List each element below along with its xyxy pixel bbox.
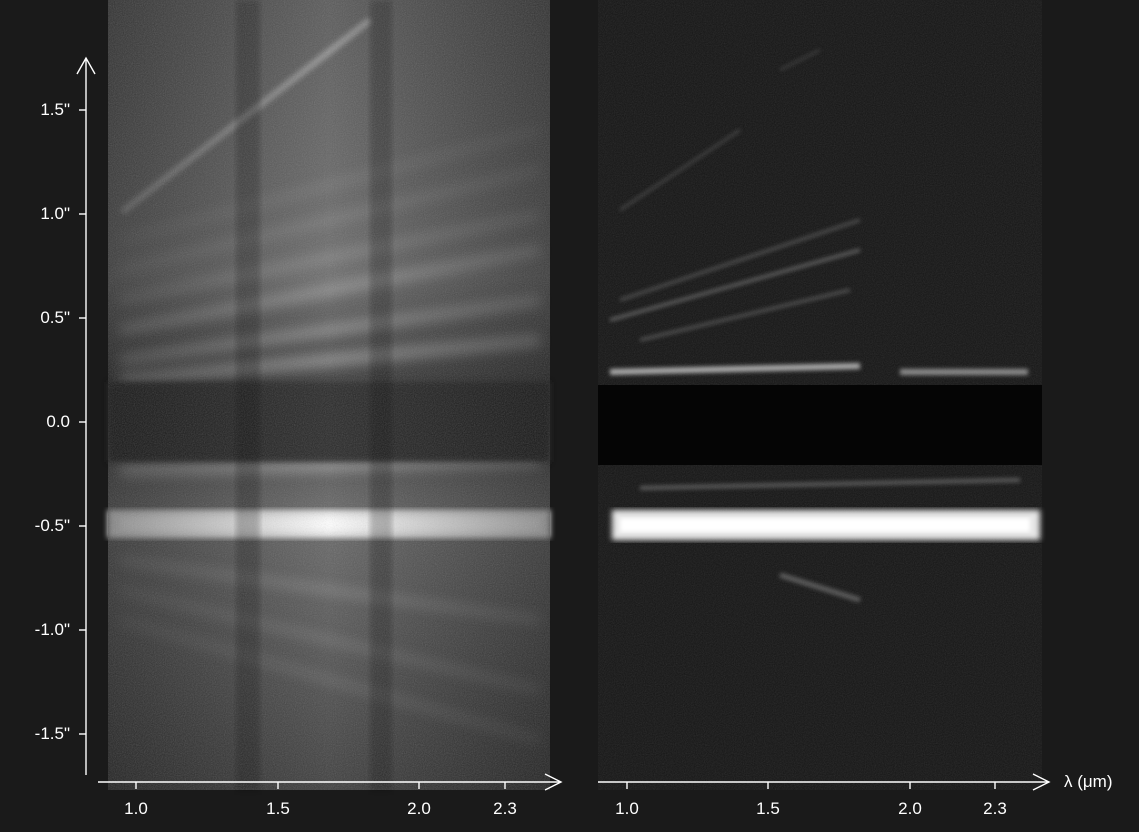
- x-tick-label-left: 2.3: [493, 799, 517, 818]
- y-tick-label: -1.0": [34, 620, 70, 639]
- right-spectrum-panel: [598, 0, 1042, 790]
- x-tick-label-right: 2.3: [983, 799, 1007, 818]
- y-tick-label: 1.5": [40, 100, 70, 119]
- y-tick-label: -0.5": [34, 516, 70, 535]
- x-tick-label-left: 1.0: [124, 799, 148, 818]
- y-tick-label: 0.5": [40, 308, 70, 327]
- x-tick-label-right: 1.0: [615, 799, 639, 818]
- x-tick-label-left: 1.5: [266, 799, 290, 818]
- x-axis-title: λ (μm): [1064, 772, 1113, 791]
- y-tick-label: 0.0: [46, 412, 70, 431]
- y-axis: [76, 56, 96, 775]
- x-tick-label-right: 1.5: [756, 799, 780, 818]
- y-tick-label: 1.0": [40, 204, 70, 223]
- left-spectrum-panel: [108, 0, 550, 790]
- x-tick-label-right: 2.0: [898, 799, 922, 818]
- y-tick-label: -1.5": [34, 724, 70, 743]
- x-tick-label-left: 2.0: [407, 799, 431, 818]
- x-axis-right: [598, 773, 1051, 791]
- x-axis-left: [98, 773, 563, 791]
